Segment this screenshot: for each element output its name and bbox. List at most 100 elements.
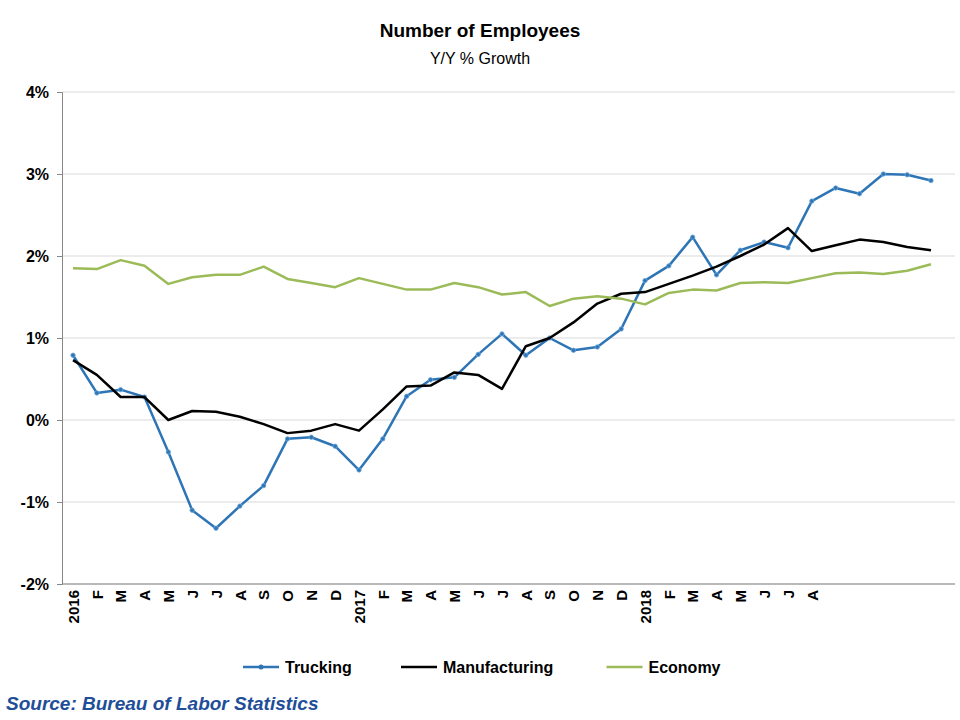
plot-area <box>71 172 933 531</box>
series-marker <box>381 437 385 441</box>
y-tick: 3% <box>26 166 62 183</box>
y-axis-line <box>57 93 63 585</box>
series-marker <box>285 437 289 441</box>
x-tick: N <box>589 584 606 601</box>
x-tick-label: J <box>756 590 773 598</box>
x-tick-label: O <box>565 590 582 602</box>
x-tick: A <box>232 584 249 601</box>
x-tick-label: A <box>422 590 439 601</box>
series-marker <box>881 172 885 176</box>
x-tick-label: A <box>232 590 249 601</box>
y-tick-mark <box>57 338 62 339</box>
x-tick-label: F <box>661 590 678 599</box>
x-tick-label: 2017 <box>351 590 368 623</box>
series-marker <box>238 504 242 508</box>
series-marker <box>333 444 337 448</box>
x-tick: J <box>780 584 797 598</box>
y-tick-label: -1% <box>21 494 49 511</box>
x-tick: A <box>136 584 153 601</box>
legend: TruckingManufacturingEconomy <box>243 659 721 676</box>
grid <box>62 92 955 584</box>
legend-marker <box>259 665 264 670</box>
x-axis-line <box>62 584 955 585</box>
y-tick-label: 4% <box>26 84 49 101</box>
series-marker <box>905 173 909 177</box>
x-tick: 2018 <box>637 584 654 623</box>
series-marker <box>738 248 742 252</box>
x-tick: O <box>279 584 296 602</box>
series-marker <box>810 199 814 203</box>
series-marker <box>619 327 623 331</box>
x-tick: A <box>708 584 725 601</box>
series-marker <box>500 332 504 336</box>
y-tick: -2% <box>21 576 62 593</box>
y-tick: 4% <box>26 84 62 101</box>
series-marker <box>571 348 575 352</box>
x-tick: D <box>613 584 630 601</box>
series-line <box>73 228 931 433</box>
series-marker <box>643 278 647 282</box>
series-marker <box>404 394 408 398</box>
y-tick-mark <box>57 92 62 93</box>
y-axis: -2% -1% 0% 1% 2% 3% 4% <box>21 84 63 593</box>
x-tick: M <box>160 584 177 603</box>
subtitle: Y/Y % Growth <box>430 50 530 67</box>
x-tick: M <box>112 584 129 603</box>
grid-line <box>62 502 955 503</box>
series-marker <box>857 191 861 195</box>
series-marker <box>261 483 265 487</box>
y-tick-label: 3% <box>26 166 49 183</box>
series-marker <box>190 508 194 512</box>
series-marker <box>95 391 99 395</box>
x-tick-label: J <box>184 590 201 598</box>
x-tick: O <box>565 584 582 602</box>
y-tick-label: 1% <box>26 330 49 347</box>
x-tick: J <box>756 584 773 598</box>
x-tick: J <box>208 584 225 598</box>
x-tick: S <box>255 584 272 600</box>
y-tick: -1% <box>21 494 62 511</box>
series-marker <box>166 450 170 454</box>
x-tick-label: J <box>494 590 511 598</box>
x-tick: A <box>804 584 821 601</box>
x-tick-label: D <box>613 590 630 601</box>
x-tick: A <box>518 584 535 601</box>
series-marker <box>929 178 933 182</box>
series-marker <box>452 375 456 379</box>
series-marker <box>214 526 218 530</box>
y-tick-label: -2% <box>21 576 49 593</box>
series-marker <box>71 353 75 357</box>
x-tick: M <box>684 584 701 603</box>
x-tick: A <box>422 584 439 601</box>
x-tick-label: M <box>112 590 129 603</box>
x-tick-label: M <box>446 590 463 603</box>
y-tick-mark <box>57 584 62 585</box>
x-tick-label: M <box>398 590 415 603</box>
chart: Number of Employees Y/Y % Growth -2% -1% 0% 1… <box>0 0 960 720</box>
y-tick-label: 0% <box>26 412 49 429</box>
y-tick-mark <box>57 256 62 257</box>
legend-label: Manufacturing <box>443 659 553 676</box>
title: Number of Employees <box>380 20 581 41</box>
x-tick: M <box>446 584 463 603</box>
series-marker <box>476 352 480 356</box>
y-tick: 1% <box>26 330 62 347</box>
grid-line <box>62 420 955 421</box>
series-marker <box>595 345 599 349</box>
x-tick-label: M <box>732 590 749 603</box>
x-tick-label: 2018 <box>637 590 654 623</box>
series-marker <box>690 235 694 239</box>
x-tick-label: N <box>589 590 606 601</box>
x-tick-label: A <box>804 590 821 601</box>
x-tick-label: J <box>470 590 487 598</box>
series-marker <box>118 387 122 391</box>
x-tick-label: F <box>89 590 106 599</box>
y-tick: 2% <box>26 248 62 265</box>
y-tick: 0% <box>26 412 62 429</box>
grid-line <box>62 256 955 257</box>
x-tick: J <box>494 584 511 598</box>
x-tick-label: F <box>375 590 392 599</box>
series-line <box>73 174 931 528</box>
grid-line <box>62 584 955 585</box>
series-marker <box>524 353 528 357</box>
